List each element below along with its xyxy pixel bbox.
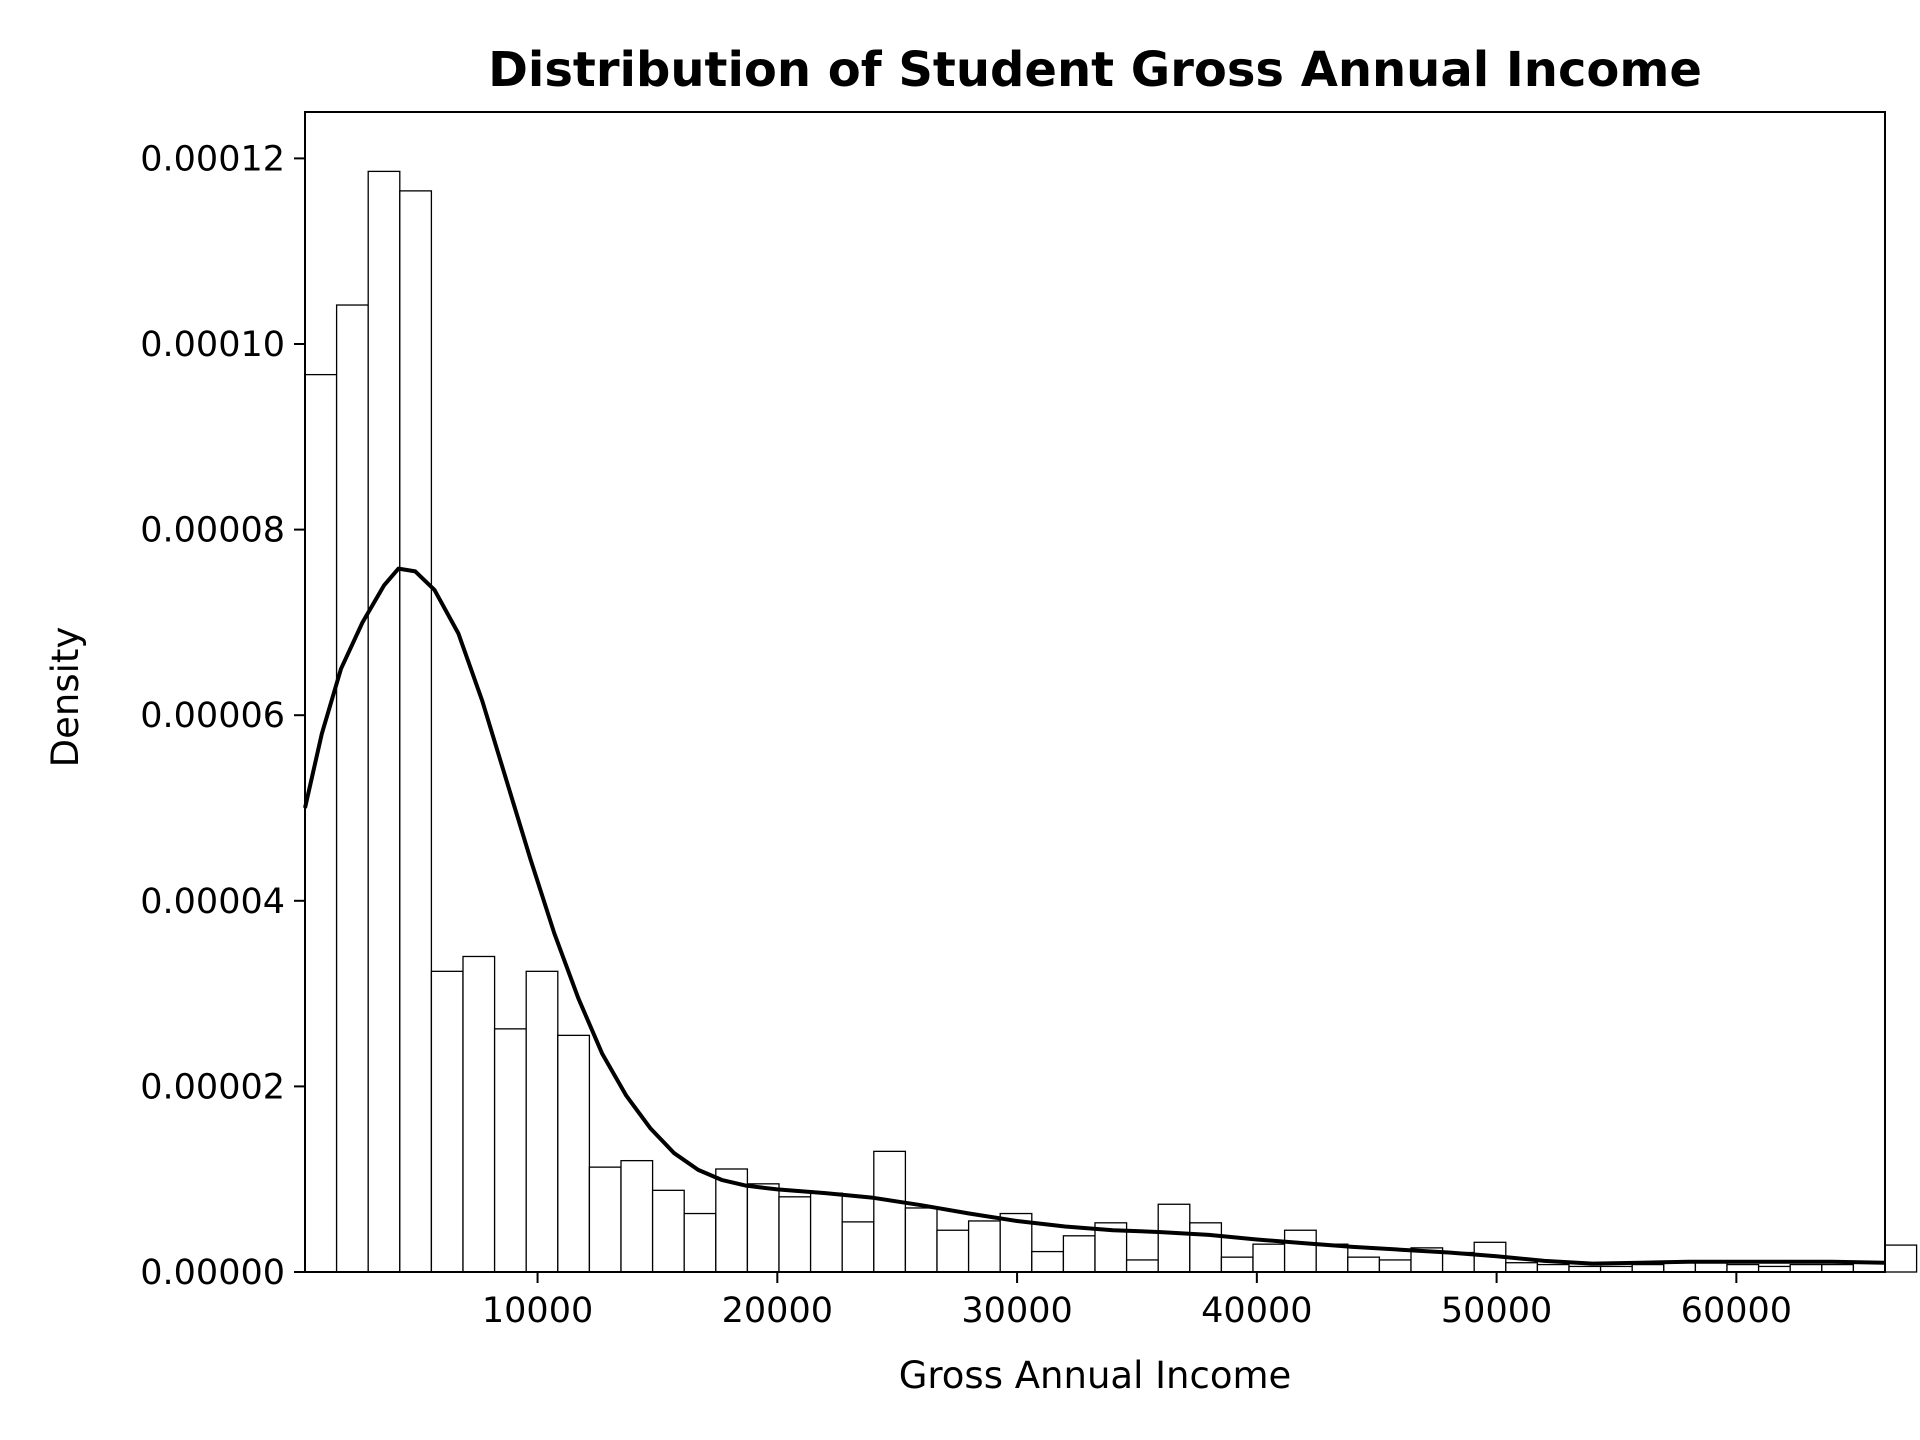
y-tick-label: 0.00002 — [140, 1067, 285, 1107]
x-tick-label: 10000 — [482, 1291, 593, 1331]
x-tick-label: 50000 — [1441, 1291, 1552, 1331]
histogram-bar — [904, 1207, 938, 1273]
histogram-bar — [1315, 1243, 1349, 1273]
bars-layer — [304, 170, 1918, 1273]
y-tick-label: 0.00000 — [140, 1253, 285, 1293]
histogram-bar — [367, 170, 401, 1273]
histogram-bar — [651, 1189, 685, 1273]
chart-title: Distribution of Student Gross Annual Inc… — [488, 42, 1702, 98]
histogram-bar — [1726, 1263, 1760, 1273]
histogram-bar — [967, 1220, 1001, 1273]
histogram-bar — [1789, 1263, 1823, 1273]
kde-line — [303, 566, 1886, 1266]
histogram-bar — [1220, 1256, 1254, 1273]
kde-layer — [303, 566, 1886, 1266]
histogram-bar — [841, 1221, 875, 1273]
x-axis-ticks: 10000 20000 30000 40000 50000 60000 — [482, 1272, 1792, 1331]
y-tick-label: 0.00004 — [140, 882, 285, 922]
histogram-bar — [1031, 1250, 1065, 1273]
histogram-bar — [1283, 1229, 1317, 1273]
histogram-bar — [1157, 1203, 1191, 1273]
histogram-bar — [1062, 1235, 1096, 1273]
y-tick-label: 0.00010 — [140, 325, 285, 365]
histogram-bar — [936, 1229, 970, 1273]
histogram-bar — [778, 1196, 812, 1273]
histogram-bar — [1378, 1259, 1412, 1273]
x-tick-label: 40000 — [1201, 1291, 1312, 1331]
y-axis-ticks: 0.00000 0.00002 0.00004 0.00006 0.00008 0.000… — [140, 139, 305, 1293]
histogram-bar — [1536, 1263, 1570, 1273]
x-tick-label: 30000 — [961, 1291, 1072, 1331]
y-axis-label: Density — [44, 627, 87, 768]
histogram-bar — [493, 1028, 527, 1273]
histogram-bar — [1631, 1263, 1665, 1273]
histogram-bar — [557, 1034, 591, 1273]
histogram-bar — [462, 955, 496, 1273]
histogram-bar — [873, 1150, 907, 1273]
histogram-bar — [525, 970, 559, 1273]
histogram-bar — [746, 1183, 780, 1273]
histogram-bar — [430, 970, 464, 1273]
x-tick-label: 20000 — [722, 1291, 833, 1331]
histogram-bar — [1505, 1262, 1539, 1273]
x-axis-label: Gross Annual Income — [899, 1354, 1292, 1397]
histogram-bar — [1884, 1244, 1918, 1273]
y-tick-label: 0.00006 — [140, 696, 285, 736]
histogram-bar — [809, 1192, 843, 1273]
histogram-bar — [304, 373, 338, 1273]
y-tick-label: 0.00012 — [140, 139, 285, 179]
histogram-bar — [588, 1166, 622, 1273]
histogram-bar — [1125, 1259, 1159, 1273]
histogram-bar — [1189, 1222, 1223, 1273]
histogram-bar — [1252, 1243, 1286, 1273]
histogram-bar — [1347, 1256, 1381, 1273]
x-tick-label: 60000 — [1681, 1291, 1792, 1331]
histogram-bar — [683, 1212, 717, 1273]
histogram-bar — [1821, 1263, 1855, 1273]
y-tick-label: 0.00008 — [140, 511, 285, 551]
plot-frame — [304, 111, 1886, 1273]
histogram-bar — [335, 304, 369, 1273]
histogram-bar — [399, 190, 433, 1273]
histogram-bar — [620, 1159, 654, 1273]
